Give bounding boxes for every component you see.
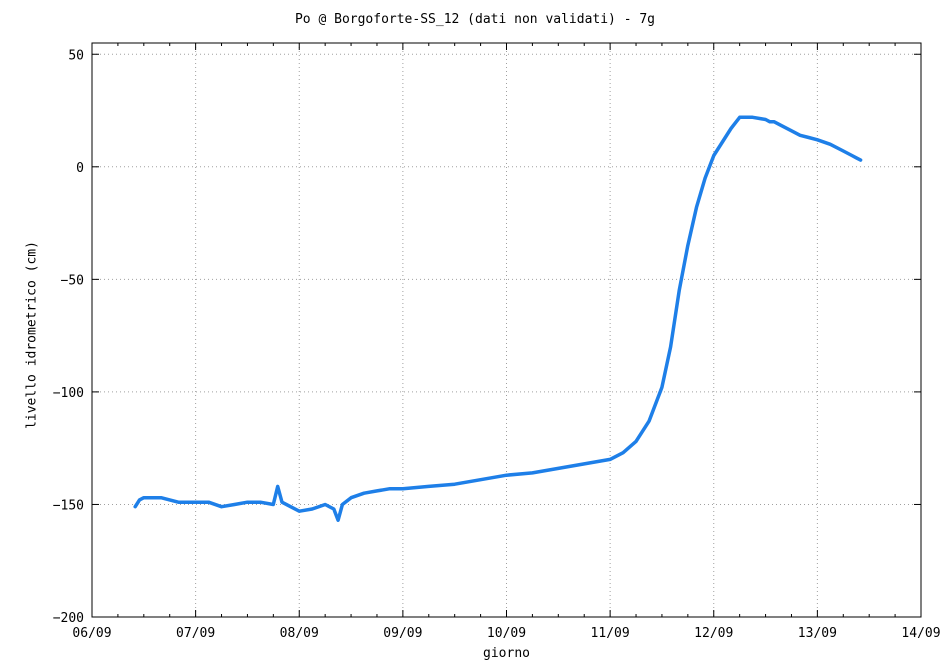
x-tick-label: 06/09 — [72, 626, 111, 641]
x-tick-label: 14/09 — [901, 626, 940, 641]
x-axis-tick-labels: 06/09 07/09 08/09 09/09 10/09 11/09 12/09 13/09… — [72, 626, 940, 641]
y-axis-title: livello idrometrico (cm) — [24, 241, 40, 429]
x-tick-label: 07/09 — [176, 626, 215, 641]
series-line — [133, 115, 863, 522]
chart-title: Po @ Borgoforte-SS_12 (dati non validati… — [294, 12, 656, 27]
y-tick-label: 0 — [76, 161, 84, 176]
y-tick-label: −150 — [53, 498, 84, 513]
x-tick-label: 12/09 — [694, 626, 733, 641]
x-tick-label: 08/09 — [280, 626, 319, 641]
x-tick-label: 13/09 — [798, 626, 837, 641]
x-axis-title: giorno — [483, 646, 530, 661]
x-tick-label: 11/09 — [591, 626, 630, 641]
x-tick-label: 09/09 — [383, 626, 422, 641]
y-tick-label: −50 — [61, 273, 84, 288]
y-tick-label: −100 — [53, 386, 84, 401]
y-tick-label: −200 — [53, 611, 84, 626]
plot-frame — [91, 42, 922, 618]
x-tick-label: 10/09 — [487, 626, 526, 641]
series — [133, 115, 863, 522]
grid — [92, 43, 921, 617]
y-tick-label: 50 — [68, 48, 84, 63]
y-axis-tick-labels: −200 −150 −100 −50 0 50 — [53, 48, 84, 626]
axis-ticks — [91, 43, 922, 618]
